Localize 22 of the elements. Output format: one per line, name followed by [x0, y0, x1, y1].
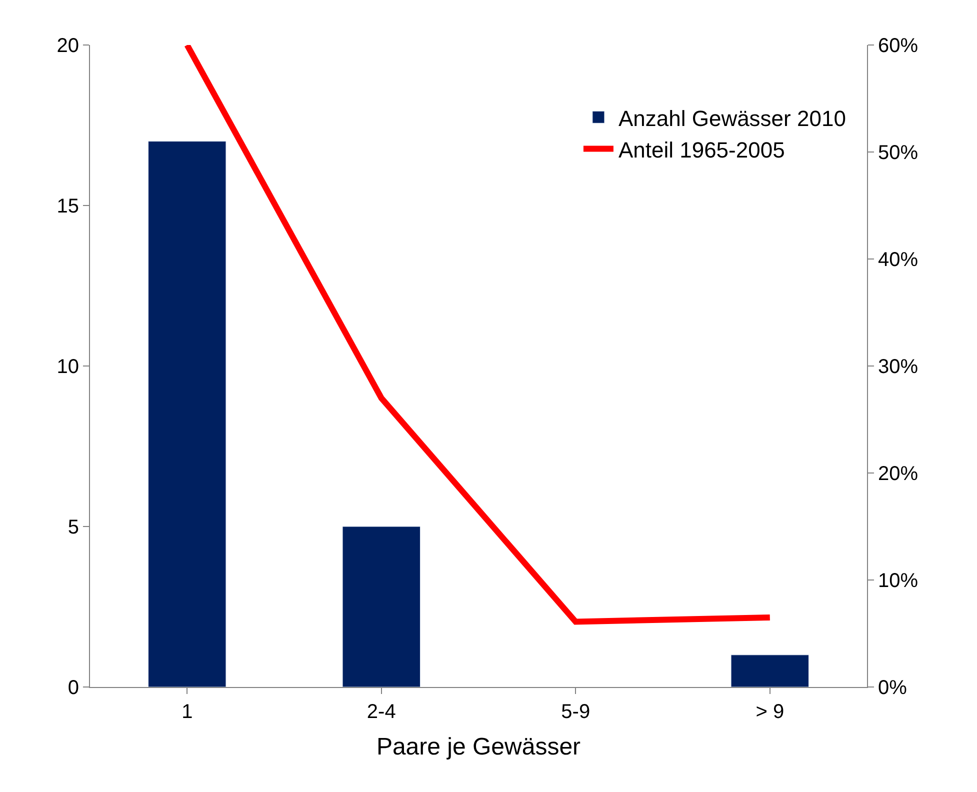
x-axis-title: Paare je Gewässer	[376, 733, 581, 760]
y-tick-label: 15	[56, 196, 79, 218]
x-tick-label: 2-4	[366, 701, 396, 723]
bar	[730, 654, 809, 687]
y-tick-label: 5	[68, 516, 79, 538]
y2-tick-label: 0%	[878, 677, 908, 699]
y2-tick-label: 60%	[878, 35, 918, 57]
bar	[342, 526, 420, 687]
x-tick-label: 5-9	[561, 701, 590, 723]
bar	[148, 141, 226, 687]
y2-tick-label: 50%	[878, 142, 918, 164]
legend-label: Anteil 1965-2005	[618, 137, 785, 162]
y-tick-label: 10	[56, 356, 79, 378]
y2-tick-label: 20%	[878, 463, 918, 485]
y2-tick-label: 10%	[878, 570, 918, 592]
legend-label: Anzahl Gewässer 2010	[618, 106, 846, 131]
x-tick-label: 1	[182, 701, 193, 723]
y2-tick-label: 40%	[878, 249, 918, 271]
y2-tick-label: 30%	[878, 356, 918, 378]
y-tick-label: 20	[56, 35, 79, 57]
y-tick-label: 0	[68, 677, 79, 699]
x-tick-label: > 9	[756, 701, 784, 723]
